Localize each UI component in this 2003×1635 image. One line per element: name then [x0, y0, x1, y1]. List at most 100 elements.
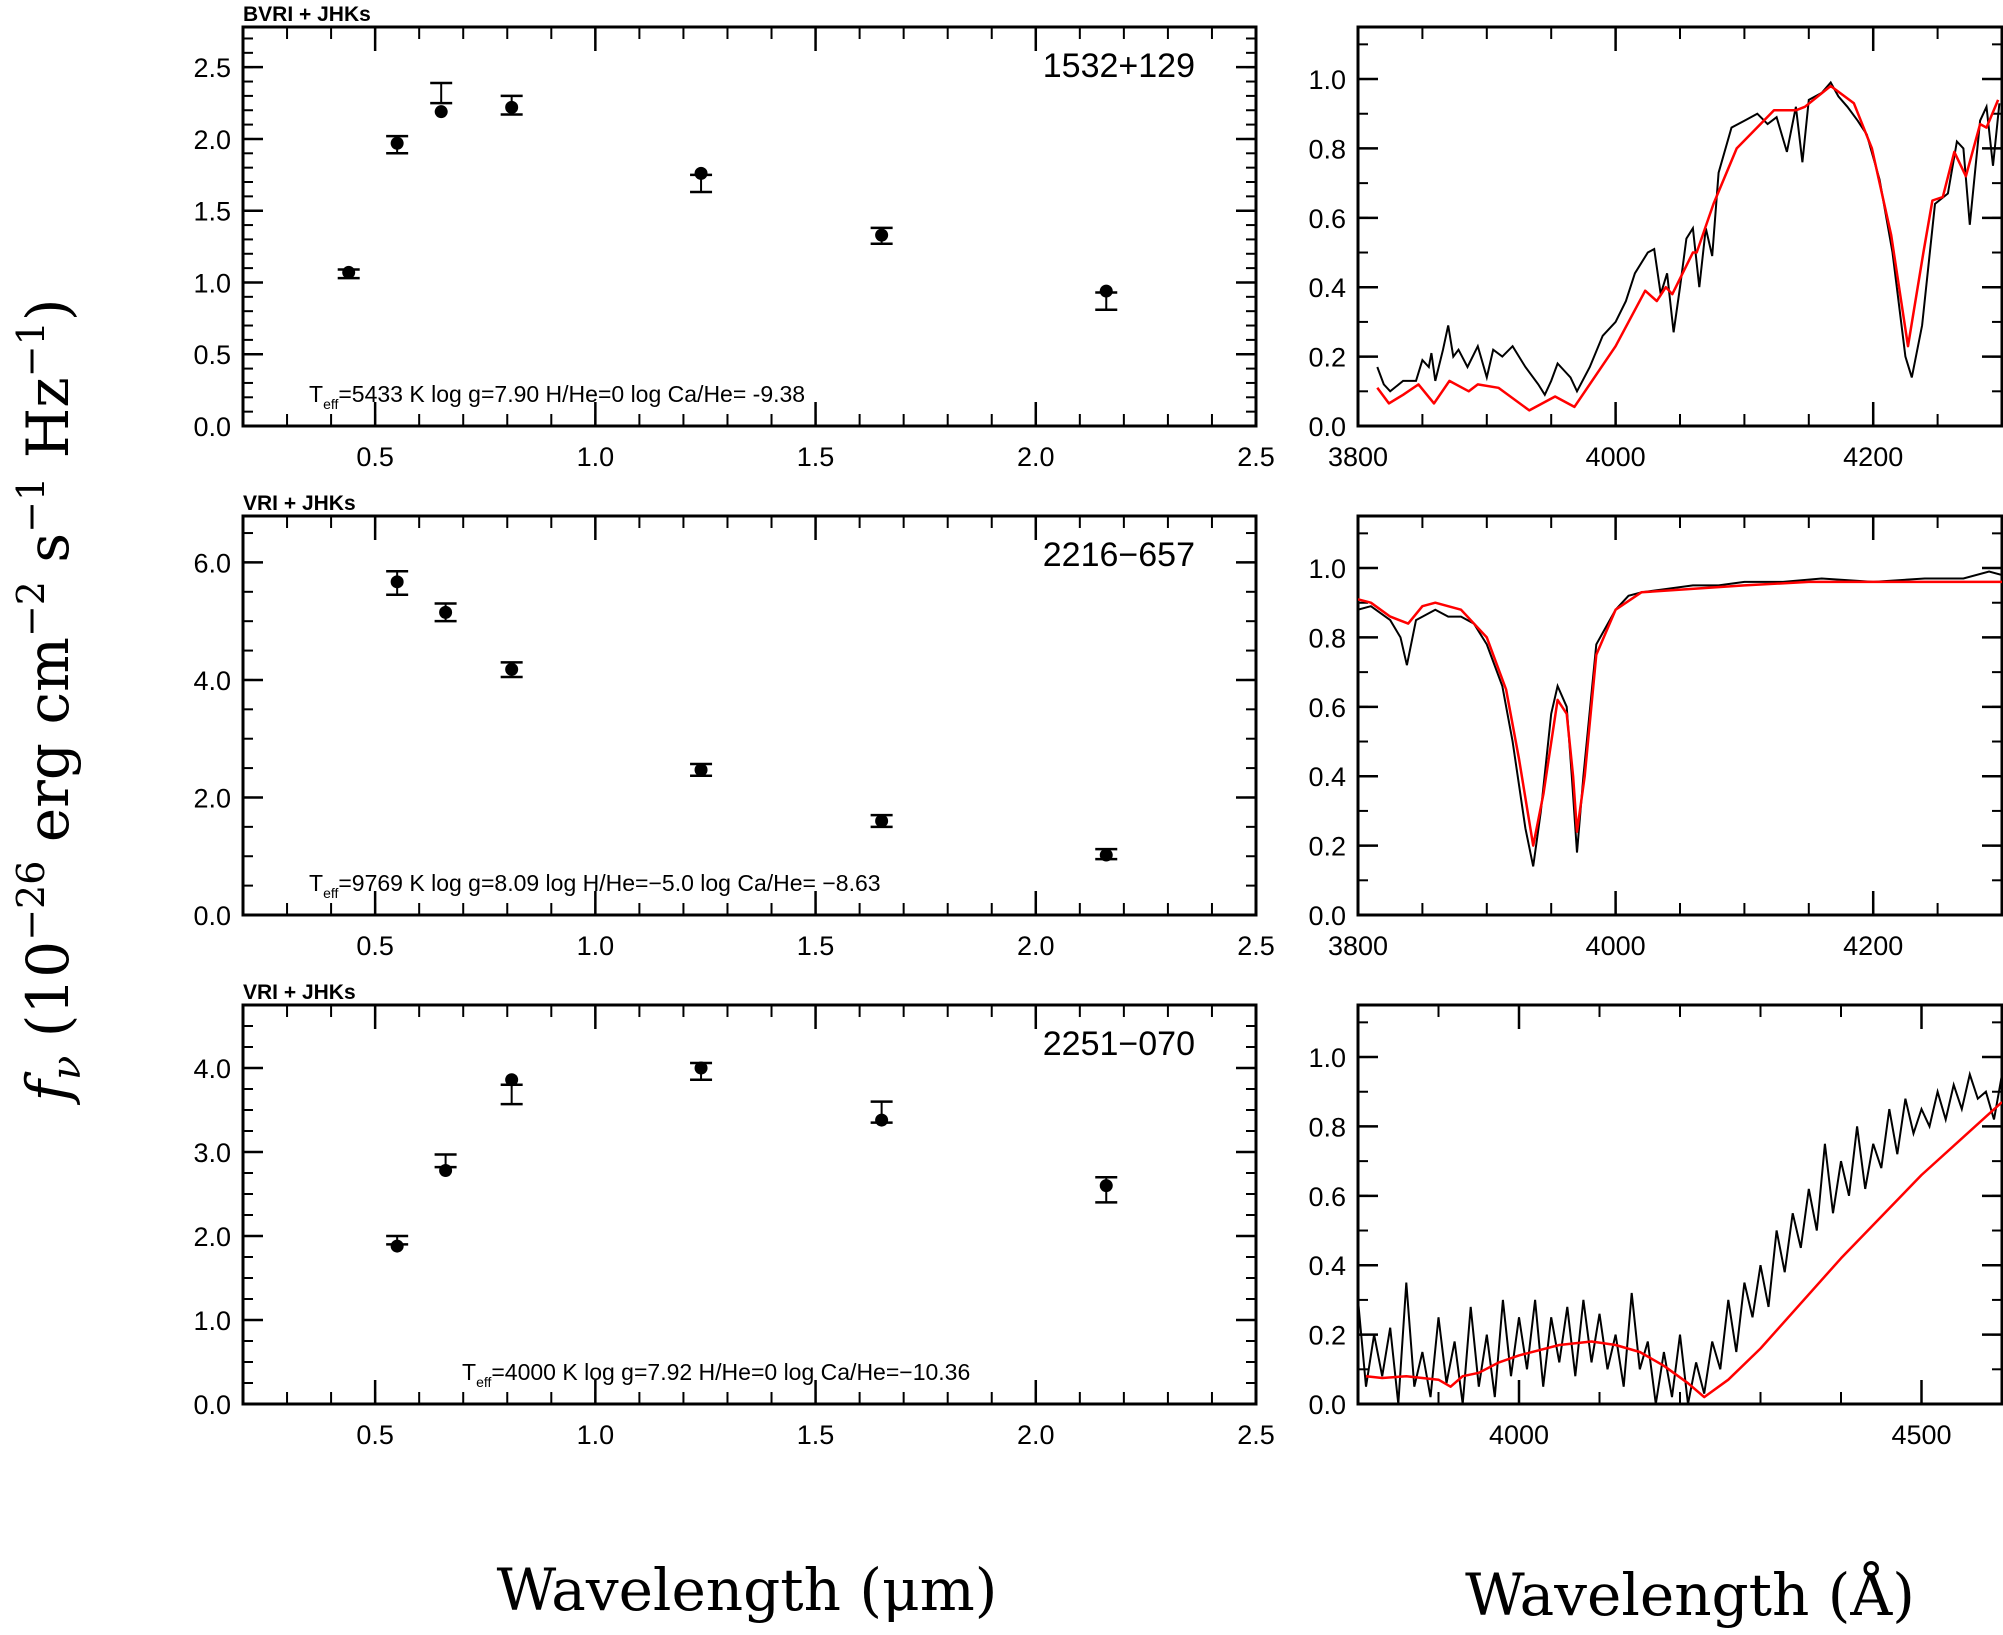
- model-parameters: Teff=5433 K log g=7.90 H/He=0 log Ca/He=…: [309, 381, 805, 412]
- teff-subscript: eff: [476, 1374, 491, 1390]
- flux-marker: [875, 228, 889, 242]
- teff-symbol: T: [309, 870, 323, 896]
- data-point: [870, 1100, 893, 1127]
- observed-spectrum-line: [1358, 1070, 2002, 1404]
- sed-frame: [241, 25, 1258, 428]
- spec-x-tick-label: 4000: [1586, 931, 1646, 961]
- observed-spectrum-line: [1376, 80, 2001, 397]
- flux-marker: [434, 105, 448, 119]
- model-parameters: Teff=4000 K log g=7.92 H/He=0 log Ca/He=…: [462, 1359, 970, 1390]
- object-name: 2216−657: [1043, 536, 1195, 574]
- row-3: 0.5 1.0 1.5 2.0 2.5 0.0 1.0 2.0 3.0 4.0 VRI + JHKs…: [193, 981, 2003, 1450]
- sed-x-tick-label: 2.0: [1017, 1420, 1055, 1450]
- spec-x-tick-label: 4200: [1843, 442, 1903, 472]
- spec-y-tick-label: 0.0: [1308, 412, 1346, 442]
- spec-y-tick-label: 1.0: [1308, 65, 1346, 95]
- spectrum-panel: 4000 4500 0.0 0.2 0.4 0.6 0.8 1.0: [1308, 1003, 2003, 1450]
- spec-frame: [1356, 514, 2003, 917]
- parameter-values: =9769 K log g=8.09 log H/He=−5.0 log Ca/…: [338, 870, 880, 896]
- sed-x-tick-label: 2.5: [1237, 442, 1275, 472]
- sed-y-tick-label: 1.0: [193, 268, 231, 298]
- parameter-values: =5433 K log g=7.90 H/He=0 log Ca/He= -9.…: [338, 381, 805, 407]
- data-point: [430, 81, 453, 119]
- flux-marker: [390, 136, 404, 150]
- sed-x-tick-label: 0.5: [356, 442, 394, 472]
- spec-x-tick-label: 4000: [1586, 442, 1646, 472]
- sed-y-tick-label: 1.5: [193, 197, 231, 227]
- sed-panel: 0.5 1.0 1.5 2.0 2.5 0.0 1.0 2.0 3.0 4.0 VRI + JHKs…: [193, 981, 1274, 1450]
- sed-x-tick-label: 1.5: [797, 1420, 835, 1450]
- data-point: [500, 1073, 523, 1106]
- sed-y-tick-label: 0.0: [193, 1390, 231, 1420]
- data-point: [500, 661, 523, 679]
- sed-y-tick-label: 0.0: [193, 412, 231, 442]
- data-point: [337, 265, 360, 280]
- teff-symbol: T: [462, 1359, 476, 1385]
- flux-marker: [694, 166, 708, 180]
- spec-y-tick-label: 0.0: [1308, 901, 1346, 931]
- spectrum-panel: 3800 4000 4200 0.0 0.2 0.4 0.6 0.8 1.0: [1308, 514, 2003, 961]
- flux-marker: [439, 1163, 453, 1177]
- teff-symbol: T: [309, 381, 323, 407]
- spec-y-tick-label: 0.6: [1308, 1182, 1346, 1212]
- sed-y-tick-label: 2.0: [193, 1222, 231, 1252]
- sed-y-tick-label: 3.0: [193, 1138, 231, 1168]
- sed-x-tick-label: 2.5: [1237, 1420, 1275, 1450]
- object-name: 1532+129: [1043, 47, 1195, 85]
- sed-y-tick-label: 1.0: [193, 1306, 231, 1336]
- sed-x-tick-label: 1.5: [797, 931, 835, 961]
- sed-y-tick-label: 4.0: [193, 1054, 231, 1084]
- flux-marker: [1099, 848, 1113, 862]
- row-1: 0.5 1.0 1.5 2.0 2.5 0.0 0.5 1.0 1.5 2.0 2.5 BVRI + …: [193, 3, 2003, 472]
- spec-y-tick-label: 1.0: [1308, 554, 1346, 584]
- row-2: 0.5 1.0 1.5 2.0 2.5 0.0 2.0 4.0 6.0 VRI + JHKs 221…: [193, 492, 2003, 961]
- spec-y-tick-label: 0.2: [1308, 832, 1346, 862]
- data-point: [386, 1234, 409, 1253]
- sed-x-tick-label: 1.0: [577, 442, 615, 472]
- spec-y-tick-label: 0.8: [1308, 134, 1346, 164]
- sed-frame: [241, 514, 1258, 917]
- spec-y-tick-label: 0.4: [1308, 1251, 1346, 1281]
- model-spectrum-line: [1365, 1101, 2002, 1399]
- spec-y-tick-label: 0.6: [1308, 693, 1346, 723]
- data-point: [434, 602, 457, 623]
- data-point: [690, 166, 713, 194]
- sed-x-tick-label: 1.5: [797, 442, 835, 472]
- flux-marker: [342, 265, 356, 279]
- sed-panel: 0.5 1.0 1.5 2.0 2.5 0.0 0.5 1.0 1.5 2.0 2.5 BVRI + …: [193, 3, 1274, 472]
- data-point: [500, 94, 523, 116]
- photometric-bands-label: BVRI + JHKs: [243, 3, 371, 26]
- spec-y-tick-label: 0.2: [1308, 1321, 1346, 1351]
- sed-x-tick-label: 2.0: [1017, 931, 1055, 961]
- flux-marker: [1099, 1179, 1113, 1193]
- spec-x-tick-label: 4200: [1843, 931, 1903, 961]
- spec-x-tick-label: 3800: [1328, 931, 1388, 961]
- sed-frame: [241, 1003, 1258, 1406]
- spec-x-tick-label: 4500: [1891, 1420, 1951, 1450]
- teff-subscript: eff: [323, 396, 338, 412]
- data-point: [1095, 847, 1118, 862]
- flux-marker: [390, 1239, 404, 1253]
- data-point: [386, 569, 409, 596]
- data-point: [1095, 284, 1118, 311]
- teff-subscript: eff: [323, 885, 338, 901]
- sed-y-tick-label: 0.0: [193, 901, 231, 931]
- data-point: [870, 226, 893, 245]
- sed-x-tick-label: 2.0: [1017, 442, 1055, 472]
- object-name: 2251−070: [1043, 1025, 1195, 1063]
- spec-y-tick-label: 0.6: [1308, 204, 1346, 234]
- spec-x-tick-label: 4000: [1489, 1420, 1549, 1450]
- model-spectrum-line: [1358, 580, 2002, 847]
- x-axis-label-right: Wavelength (Å): [1465, 1561, 1915, 1629]
- sed-x-tick-label: 2.5: [1237, 931, 1275, 961]
- spec-y-tick-label: 1.0: [1308, 1043, 1346, 1073]
- flux-marker: [390, 575, 404, 589]
- sed-y-tick-label: 2.0: [193, 783, 231, 813]
- spec-y-tick-label: 0.0: [1308, 1390, 1346, 1420]
- sed-x-tick-label: 0.5: [356, 931, 394, 961]
- observed-spectrum-line: [1358, 570, 2002, 867]
- flux-marker: [1099, 284, 1113, 298]
- data-point: [1095, 1175, 1118, 1204]
- spectrum-panel: 3800 4000 4200 0.0 0.2 0.4 0.6 0.8 1.0: [1308, 25, 2003, 472]
- spec-y-tick-label: 0.2: [1308, 343, 1346, 373]
